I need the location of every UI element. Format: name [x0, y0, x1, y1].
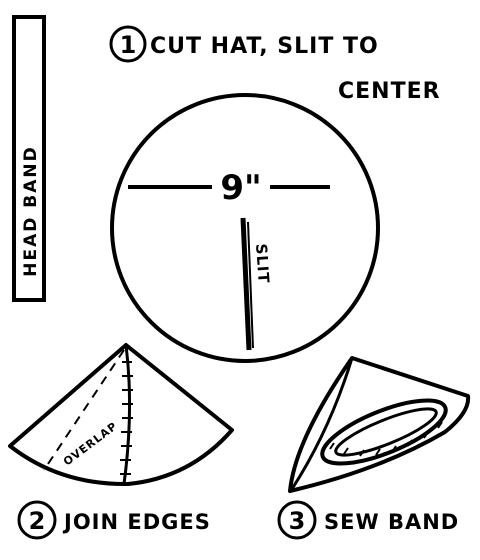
- step2-number: 2: [29, 507, 46, 535]
- cone-outline: [8, 343, 234, 487]
- step1-number-circle: [109, 25, 147, 63]
- head-band-strip: [12, 15, 46, 302]
- step1-text-line2: CENTER: [338, 79, 441, 104]
- overlap-dashed-line: [43, 349, 125, 471]
- banded-cone: [288, 356, 471, 493]
- step2-caption: 2 JOIN EDGES: [17, 500, 211, 540]
- step2-label: JOIN EDGES: [62, 510, 211, 534]
- step3-number: 3: [289, 507, 306, 535]
- step1-number: 1: [120, 31, 137, 59]
- cone-seam: [122, 344, 132, 485]
- step1-heading: 1 CUT HAT, SLIT TO CENTER: [109, 25, 441, 104]
- diameter-label: 9": [220, 168, 261, 208]
- hat-circle-pattern: 9" SLIT: [110, 93, 380, 363]
- seam-stitches: [120, 361, 133, 475]
- overlap-label: OVERLAP: [61, 419, 120, 468]
- step1-text-line1: CUT HAT, SLIT TO: [150, 34, 379, 59]
- sewn-band-inner: [334, 407, 438, 457]
- hat-fold-line: [290, 357, 354, 490]
- slit-label: SLIT: [252, 243, 273, 284]
- hat-circle: [110, 93, 380, 363]
- band-stitches: [329, 421, 443, 457]
- head-band: HEAD BAND: [12, 15, 46, 302]
- slit-line-shadow: [247, 221, 254, 349]
- step3-number-circle: [277, 500, 317, 540]
- step3-caption: 3 SEW BAND: [277, 500, 459, 540]
- joined-cone: OVERLAP: [8, 343, 234, 487]
- step2-number-circle: [17, 500, 57, 540]
- slit-line: [240, 217, 252, 351]
- step3-label: SEW BAND: [324, 510, 459, 534]
- hat-outline: [288, 356, 471, 493]
- head-band-label: HEAD BAND: [21, 145, 41, 276]
